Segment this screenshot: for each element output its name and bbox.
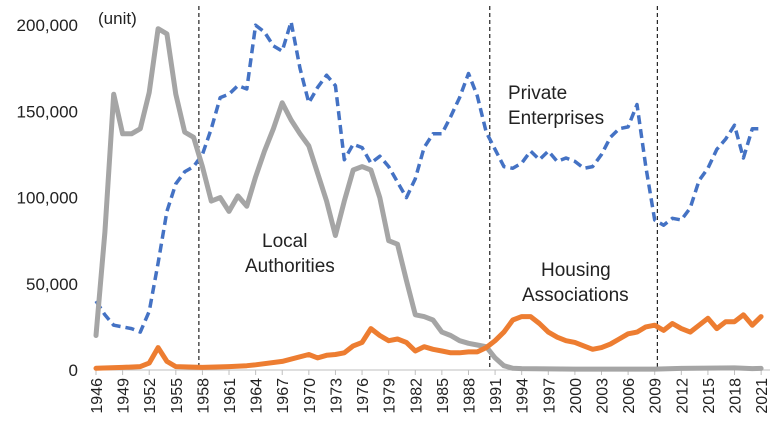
x-tick-label: 2000 xyxy=(568,378,585,414)
x-tick-label: 1958 xyxy=(195,378,212,414)
x-tick-label: 2009 xyxy=(648,378,665,414)
y-tick-label: 150,000 xyxy=(17,102,78,121)
x-tick-label: 2015 xyxy=(701,378,718,414)
x-tick-label: 2021 xyxy=(754,378,771,414)
series-line-local-authorities xyxy=(93,26,764,372)
x-tick-label: 1976 xyxy=(355,378,372,414)
x-tick-label: 1964 xyxy=(249,378,266,414)
x-tick-label: 1946 xyxy=(89,378,106,414)
unit-label: (unit) xyxy=(98,9,137,28)
x-tick-label: 1973 xyxy=(328,378,345,414)
period-divider-lines xyxy=(198,6,658,370)
x-tick-label: 1988 xyxy=(461,378,478,414)
x-tick-label: 1985 xyxy=(435,378,452,414)
series-label-private-enterprises-line-2: Enterprises xyxy=(508,108,604,129)
series-label-housing-associations-line-1: Housing xyxy=(541,260,611,281)
x-tick-label: 1952 xyxy=(142,378,159,414)
x-tick-label: 2012 xyxy=(674,378,691,414)
y-tick-label: 100,000 xyxy=(17,189,78,208)
y-tick-label: 200,000 xyxy=(17,16,78,35)
series-label-local-authorities-line-2: Authorities xyxy=(245,256,335,277)
x-tick-label: 1970 xyxy=(302,378,319,414)
series-labels: Local Authorities Private Enterprises Ho… xyxy=(245,83,629,306)
series-lines xyxy=(93,20,764,372)
x-tick-label: 1982 xyxy=(408,378,425,414)
x-tick-label: 1967 xyxy=(275,378,292,414)
x-tick-label: 1997 xyxy=(541,378,558,414)
x-tick-label: 1979 xyxy=(382,378,399,414)
y-tick-label: 0 xyxy=(69,361,78,380)
series-line-private-enterprises xyxy=(94,20,762,334)
x-tick-label: 1994 xyxy=(515,378,532,414)
x-tick-label: 2003 xyxy=(595,378,612,414)
y-tick-label: 50,000 xyxy=(26,275,78,294)
axes: 0 50,000 100,000 150,000 200,000 1946 1949 1952… xyxy=(17,16,772,413)
series-label-housing-associations-line-2: Associations xyxy=(522,285,629,306)
x-tick-label: 2018 xyxy=(728,378,745,414)
series-label-local-authorities-line-1: Local xyxy=(262,231,307,252)
x-tick-label: 1961 xyxy=(222,378,239,414)
x-tick-label: 1955 xyxy=(169,378,186,414)
x-tick-label: 2006 xyxy=(621,378,638,414)
series-label-private-enterprises-line-1: Private xyxy=(508,83,567,104)
x-tick-label: 1949 xyxy=(116,378,133,414)
x-tick-label: 1991 xyxy=(488,378,505,414)
series-line-housing-associations xyxy=(93,312,764,371)
